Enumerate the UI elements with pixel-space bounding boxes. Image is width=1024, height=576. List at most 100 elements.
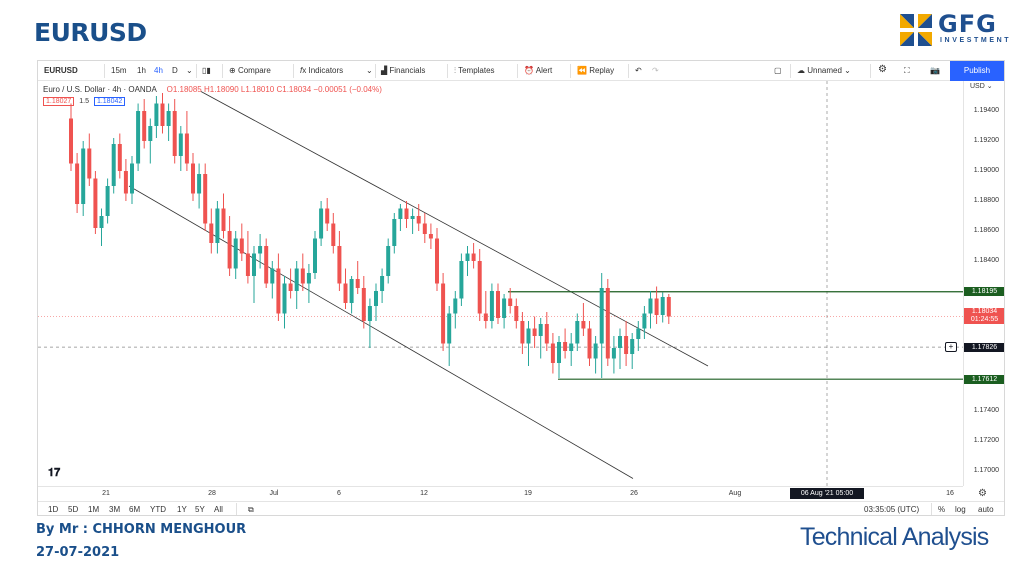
- time-tick-label: 16: [946, 490, 954, 497]
- range-1m[interactable]: 1M: [88, 505, 100, 514]
- divider: [517, 64, 518, 78]
- time-tick-label: 6: [337, 490, 341, 497]
- divider: [790, 64, 791, 78]
- time-axis[interactable]: 06 Aug '21 05:00 21 28 Jul 6 12 19 26 Aug 16: [38, 486, 963, 501]
- candle-body: [563, 342, 568, 351]
- candle-body: [361, 288, 366, 321]
- templates-button[interactable]: ⫶ Templates: [454, 66, 495, 76]
- layout-cloud-button[interactable]: ☁ Unnamed ⌄: [797, 66, 851, 75]
- candle-body: [105, 186, 110, 216]
- candle-body: [154, 103, 159, 126]
- add-alert-plus-icon[interactable]: +: [945, 342, 957, 353]
- range-3m[interactable]: 3M: [109, 505, 121, 514]
- range-all[interactable]: All: [214, 505, 223, 514]
- price-axis[interactable]: USD ⌄ 1.19400 1.19200 1.19000 1.18800 1.1860…: [963, 81, 1004, 486]
- log-toggle[interactable]: log: [955, 505, 966, 514]
- candle-body: [191, 163, 195, 194]
- fullscreen-icon[interactable]: ⛶: [904, 66, 910, 75]
- candle-body: [87, 148, 92, 179]
- indicators-button[interactable]: fx Indicators: [300, 66, 343, 75]
- interval-15m[interactable]: 15m: [111, 66, 127, 75]
- undo-icon[interactable]: ↶: [635, 66, 642, 75]
- candle-body: [160, 103, 165, 126]
- compare-button[interactable]: ⊕ Compare: [229, 66, 271, 75]
- candle-body: [441, 283, 446, 344]
- candle-body: [575, 321, 580, 344]
- candle-body: [514, 306, 519, 321]
- interval-1h[interactable]: 1h: [137, 66, 146, 75]
- cloud-icon: ☁: [797, 66, 805, 75]
- bid-ask-pills: 1.18027 1.5 1.18042: [43, 97, 128, 106]
- candle-body: [459, 261, 464, 299]
- candle-body: [630, 339, 635, 354]
- auto-toggle[interactable]: auto: [978, 505, 994, 514]
- candle-body: [99, 216, 104, 228]
- resistance-price-label: 1.18195: [964, 287, 1004, 297]
- interval-d[interactable]: D: [172, 66, 178, 75]
- redo-icon[interactable]: ↷: [652, 66, 659, 75]
- layout-name-label: Unnamed: [807, 66, 842, 75]
- alert-button[interactable]: ⏰ Alert: [524, 66, 552, 75]
- time-tick-label: 26: [630, 490, 638, 497]
- templates-label: Templates: [458, 66, 495, 75]
- range-6m[interactable]: 6M: [129, 505, 141, 514]
- range-1d[interactable]: 1D: [48, 505, 59, 514]
- indicators-label: Indicators: [308, 66, 344, 75]
- axis-settings-gear-icon[interactable]: ⚙: [978, 488, 987, 499]
- chart-legend: Euro / U.S. Dollar · 4h · OANDA O1.18085…: [43, 85, 382, 94]
- interval-dropdown-icon[interactable]: ⌄: [186, 66, 193, 75]
- divider: [104, 64, 105, 78]
- candle-body: [276, 268, 281, 314]
- currency-label: USD: [970, 83, 985, 90]
- candle-body: [355, 279, 360, 288]
- publish-button[interactable]: Publish: [950, 61, 1004, 81]
- candle-body: [422, 223, 427, 234]
- candle-body: [148, 126, 153, 141]
- candle-body: [142, 111, 147, 141]
- replay-button[interactable]: ⏪ Replay: [577, 66, 614, 75]
- settings-gear-icon[interactable]: ⚙: [878, 64, 887, 75]
- candle-body: [599, 288, 604, 344]
- candle-body: [416, 216, 421, 224]
- candle-body: [410, 216, 415, 219]
- time-tick-label: 19: [524, 490, 532, 497]
- channel-lower-line: [128, 185, 634, 479]
- candle-body: [178, 133, 183, 156]
- candle-body: [215, 208, 220, 243]
- utc-clock[interactable]: 03:35:05 (UTC): [864, 505, 920, 514]
- candle-body: [349, 279, 354, 303]
- financials-button[interactable]: ▟ Financials: [381, 66, 425, 75]
- price-chart[interactable]: [38, 81, 963, 486]
- candle-body: [544, 324, 549, 344]
- candle-body: [593, 343, 598, 359]
- tradingview-logo-icon[interactable]: 𝟏𝟕: [48, 467, 61, 479]
- symbol-search[interactable]: EURUSD: [44, 66, 78, 75]
- templates-icon: ⫶: [454, 66, 456, 75]
- candle-body: [453, 298, 458, 314]
- range-ytd[interactable]: YTD: [150, 505, 166, 514]
- currency-selector[interactable]: USD ⌄: [970, 83, 993, 90]
- range-5d[interactable]: 5D: [68, 505, 79, 514]
- goto-date-icon[interactable]: ⧉: [248, 505, 254, 514]
- time-crosshair-label: 06 Aug '21 05:00: [790, 488, 864, 499]
- range-5y[interactable]: 5Y: [195, 505, 205, 514]
- indicators-dropdown-icon[interactable]: ⌄: [366, 66, 373, 75]
- range-1y[interactable]: 1Y: [177, 505, 187, 514]
- headline: EURUSD: [34, 18, 147, 47]
- legend-title: Euro / U.S. Dollar · 4h · OANDA: [43, 85, 157, 94]
- buy-price-button[interactable]: 1.18042: [93, 97, 126, 106]
- candle-body: [374, 291, 378, 306]
- divider: [628, 64, 629, 78]
- sell-price-button[interactable]: 1.18027: [43, 97, 75, 106]
- chart-type-candles-icon[interactable]: ▯▮: [202, 66, 211, 75]
- candle-body: [642, 313, 647, 329]
- candle-body: [489, 291, 494, 321]
- layout-square-icon[interactable]: ▢: [774, 66, 782, 75]
- interval-4h[interactable]: 4h: [154, 66, 163, 75]
- candle-body: [264, 246, 269, 284]
- price-tick-label: 1.19200: [973, 137, 999, 144]
- candle-body: [435, 238, 439, 284]
- divider: [375, 64, 376, 78]
- camera-icon[interactable]: 📷: [930, 66, 940, 75]
- percent-toggle[interactable]: %: [938, 505, 946, 514]
